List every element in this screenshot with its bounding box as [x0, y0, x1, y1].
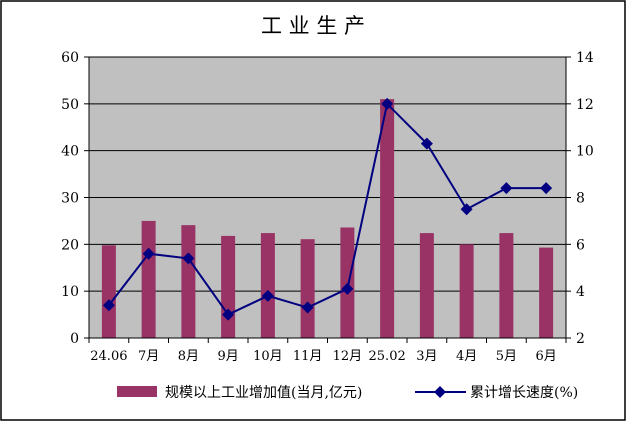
line-point — [460, 203, 473, 216]
bar — [499, 233, 514, 338]
line-point — [540, 182, 553, 195]
x-tick-label: 24.06 — [90, 349, 127, 364]
x-tick-label: 9月 — [217, 349, 238, 364]
y-left-tick-label: 20 — [61, 237, 79, 253]
line-point — [102, 299, 115, 312]
bar — [300, 239, 315, 338]
y-right-tick-label: 10 — [576, 144, 594, 160]
x-tick-label: 4月 — [456, 349, 477, 364]
line-point — [182, 252, 195, 265]
bar — [260, 233, 275, 338]
y-left-tick-label: 40 — [61, 144, 79, 160]
x-tick-label: 8月 — [178, 349, 199, 364]
bar — [380, 99, 395, 339]
line-point — [261, 289, 274, 302]
line-point — [301, 301, 314, 314]
line-point — [381, 97, 394, 110]
bar — [340, 227, 355, 338]
legend-bar-label: 规模以上工业增加值(当月,亿元) — [165, 385, 362, 401]
bar — [141, 220, 156, 338]
x-tick-label: 12月 — [333, 349, 363, 364]
y-left-tick-label: 30 — [61, 191, 79, 207]
y-right-tick-label: 8 — [576, 191, 585, 207]
plot-area: 0 10 20 30 40 50 60 2 4 6 8 10 12 14 24.06 7月 8月 9月 10月 11月… — [61, 50, 594, 364]
legend-line-label: 累计增长速度(%) — [470, 385, 578, 401]
line-point — [420, 137, 433, 150]
y-right-tick-label: 6 — [576, 237, 585, 253]
x-tick-label: 11月 — [293, 349, 323, 364]
y-right-tick-label: 14 — [576, 50, 594, 66]
x-tick-label: 5月 — [496, 349, 517, 364]
legend-bar-swatch — [117, 386, 157, 397]
bar — [539, 247, 554, 338]
x-tick-label: 3月 — [416, 349, 437, 364]
x-tick-label: 10月 — [253, 349, 283, 364]
y-left-tick-label: 60 — [61, 50, 79, 66]
legend-line-marker — [434, 386, 446, 398]
line-point — [222, 308, 235, 321]
x-tick-label: 25.02 — [369, 349, 406, 364]
x-tick-label: 7月 — [138, 349, 159, 364]
bar — [181, 225, 196, 338]
y-right-tick-label: 12 — [576, 97, 594, 113]
line-series — [108, 101, 547, 316]
y-left-tick-label: 10 — [61, 284, 79, 300]
bar — [221, 235, 236, 338]
y-right-tick-label: 4 — [576, 284, 585, 300]
bar — [101, 245, 116, 338]
plot-border — [88, 56, 567, 339]
legend: 规模以上工业增加值(当月,亿元) 累计增长速度(%) — [117, 385, 578, 401]
y-left-tick-label: 0 — [70, 331, 79, 347]
bar — [419, 233, 434, 338]
x-tick-label: 6月 — [535, 349, 556, 364]
line-point — [341, 282, 354, 295]
y-right-tick-label: 2 — [576, 331, 585, 347]
line-point — [142, 247, 155, 260]
line-point — [500, 182, 513, 195]
bar — [459, 244, 474, 338]
chart-title: 工 业 生 产 — [261, 14, 365, 38]
y-left-tick-label: 50 — [61, 97, 79, 113]
